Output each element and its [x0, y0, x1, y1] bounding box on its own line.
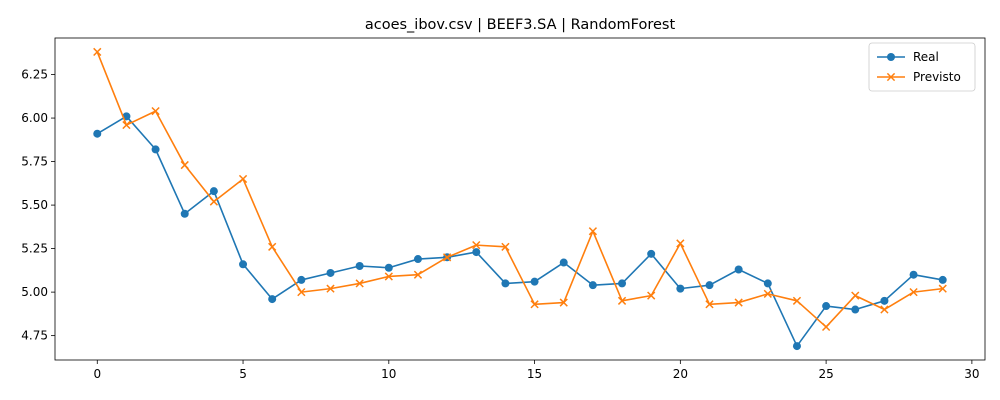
data-point-real [676, 284, 685, 293]
data-point-real [297, 275, 306, 284]
data-point-real [763, 279, 772, 288]
data-point-previsto [209, 197, 219, 206]
y-tick-label: 5.75 [21, 155, 48, 169]
data-point-real [355, 262, 364, 271]
x-tick-label: 25 [818, 367, 833, 381]
data-point-real [180, 209, 189, 218]
x-tick-label: 20 [673, 367, 688, 381]
x-tick-label: 10 [381, 367, 396, 381]
data-point-previsto [705, 300, 714, 309]
x-tick-label: 0 [93, 367, 101, 381]
y-tick-label: 5.50 [21, 198, 48, 212]
data-point-previsto [180, 160, 189, 170]
data-point-real [413, 255, 422, 264]
data-point-real [938, 275, 947, 284]
plot-axes: 0 5 10 15 20 25 30 4.75 5.00 5.25 5.50 5.75 6.00 6.25 [21, 37, 986, 381]
data-point-previsto [413, 270, 423, 279]
data-point-previsto [530, 300, 539, 309]
series-line-previsto [96, 51, 943, 328]
data-point-previsto [151, 106, 160, 116]
x-tick-label: 30 [964, 367, 979, 381]
data-point-previsto [938, 284, 947, 293]
data-point-previsto [734, 298, 743, 307]
data-point-previsto [821, 322, 831, 332]
data-point-previsto [676, 239, 685, 248]
legend-label-real: Real [913, 50, 939, 64]
data-point-previsto [355, 279, 364, 288]
data-point-previsto [880, 305, 889, 314]
data-point-real [501, 279, 510, 288]
data-point-real [239, 260, 248, 269]
y-tick-label: 5.00 [21, 285, 48, 299]
data-point-real [734, 265, 743, 274]
data-point-real [909, 270, 918, 279]
data-point-real [618, 279, 627, 288]
legend: Real Previsto [868, 42, 976, 92]
data-point-real [880, 296, 889, 305]
data-point-real [530, 277, 539, 286]
data-point-previsto [763, 289, 772, 298]
legend-label-previsto: Previsto [913, 70, 961, 84]
data-point-previsto [297, 287, 306, 297]
data-point-previsto [384, 272, 393, 281]
data-point-previsto [268, 242, 277, 251]
data-point-real [93, 129, 102, 138]
legend-marker-previsto [886, 72, 896, 82]
y-tick-label: 4.75 [21, 329, 48, 343]
data-point-real [268, 295, 277, 304]
data-point-real [384, 263, 393, 272]
data-point-previsto [442, 253, 452, 262]
data-point-previsto [792, 296, 802, 305]
plot-frame [54, 37, 986, 361]
data-point-real [326, 268, 335, 277]
data-point-real [559, 258, 568, 267]
data-point-previsto [238, 174, 248, 184]
legend-box [868, 42, 976, 92]
y-tick-label: 5.25 [21, 242, 48, 256]
x-tick-label: 15 [527, 367, 542, 381]
y-tick-label: 6.25 [21, 68, 48, 82]
data-point-real [472, 248, 481, 257]
data-point-previsto [909, 287, 918, 297]
data-point-real [151, 145, 160, 154]
data-point-previsto [559, 298, 568, 307]
data-point-real [851, 305, 860, 314]
series-layer [93, 47, 947, 351]
data-point-previsto [93, 47, 102, 57]
data-point-previsto [588, 227, 598, 236]
data-point-previsto [122, 120, 131, 130]
y-tick-label: 6.00 [21, 111, 48, 125]
chart-title: acoes_ibov.csv | BEEF3.SA | RandomForest [365, 17, 676, 33]
data-point-previsto [501, 242, 510, 251]
data-point-previsto [647, 291, 656, 300]
x-tick-label: 5 [239, 367, 247, 381]
data-point-real [647, 249, 656, 258]
data-point-real [705, 281, 714, 290]
data-point-previsto [472, 240, 481, 250]
data-point-previsto [617, 296, 627, 305]
series-line-real [96, 115, 943, 347]
data-point-previsto [851, 291, 860, 300]
data-point-real [209, 187, 218, 196]
data-point-real [588, 281, 597, 290]
legend-marker-real [887, 53, 895, 61]
data-point-real [822, 302, 831, 311]
data-point-previsto [326, 284, 335, 293]
data-point-real [792, 342, 801, 351]
